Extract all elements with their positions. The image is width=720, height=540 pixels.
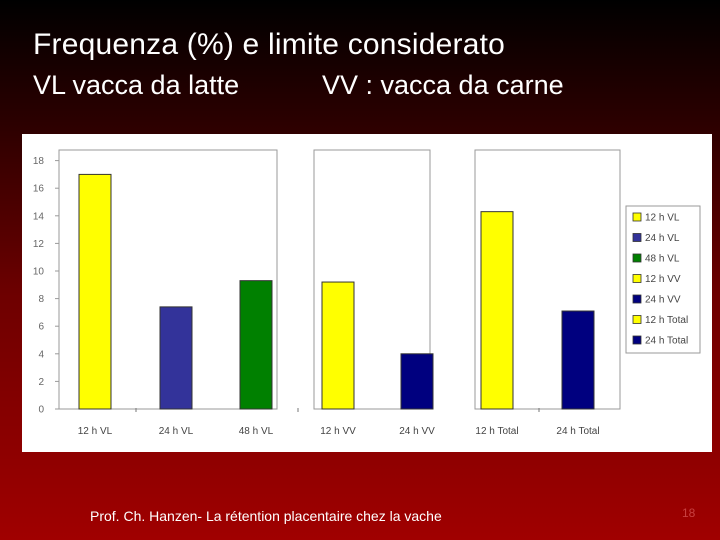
subtitle-vv: VV : vacca da carne	[322, 70, 564, 100]
legend-swatch	[632, 274, 642, 283]
bar-chart: 0 2 4 6 8 10 12 14 16 18 12 h VL 24 h VL 48 h VL 12 h…	[33, 149, 701, 437]
x-tick-label: 12 h VL	[78, 426, 113, 437]
bar	[159, 306, 193, 410]
footer-text: Prof. Ch. Hanzen- La rétention placentai…	[90, 508, 442, 524]
legend-label: 24 h Total	[645, 336, 688, 347]
legend-swatch	[632, 335, 642, 345]
y-tick-label: 6	[38, 322, 44, 333]
bar	[400, 353, 434, 410]
y-tick-label: 2	[38, 377, 44, 388]
x-tick-label: 24 h VV	[399, 426, 435, 437]
legend-label: 24 h VL	[645, 233, 680, 244]
page-number: 18	[682, 506, 696, 520]
slide-title: Frequenza (%) e limite considerato	[33, 28, 506, 61]
legend-label: 24 h VV	[645, 295, 681, 306]
y-tick-label: 14	[33, 211, 45, 222]
legend-label: 12 h Total	[645, 315, 688, 326]
legend-swatch	[632, 294, 642, 304]
x-tick-label: 48 h VL	[239, 426, 274, 437]
y-tick-label: 8	[38, 294, 44, 305]
bar	[239, 280, 273, 410]
x-tick-label: 12 h VV	[320, 426, 356, 437]
y-tick-label: 10	[33, 267, 45, 278]
bar	[321, 281, 355, 410]
legend-label: 48 h VL	[645, 254, 680, 265]
legend-swatch	[632, 233, 642, 242]
bar	[561, 310, 595, 410]
y-tick-label: 16	[33, 184, 45, 195]
legend-label: 12 h VV	[645, 274, 681, 285]
bar	[78, 173, 112, 410]
legend-label: 12 h VL	[645, 213, 680, 224]
y-tick-label: 4	[38, 349, 44, 360]
x-tick-label: 24 h Total	[556, 426, 599, 437]
legend-swatch	[632, 253, 642, 263]
y-tick-label: 18	[33, 156, 45, 167]
legend-swatch	[632, 315, 642, 324]
subtitle-vl: VL vacca da latte	[33, 70, 240, 100]
legend-swatch	[632, 212, 642, 222]
y-tick-label: 12	[33, 239, 45, 250]
bar	[480, 211, 514, 410]
y-tick-label: 0	[38, 405, 44, 416]
chart-area: 0 2 4 6 8 10 12 14 16 18 12 h VL 24 h VL 48 h VL 12 h…	[22, 134, 712, 452]
x-tick-label: 24 h VL	[159, 426, 194, 437]
x-tick-label: 12 h Total	[475, 426, 518, 437]
